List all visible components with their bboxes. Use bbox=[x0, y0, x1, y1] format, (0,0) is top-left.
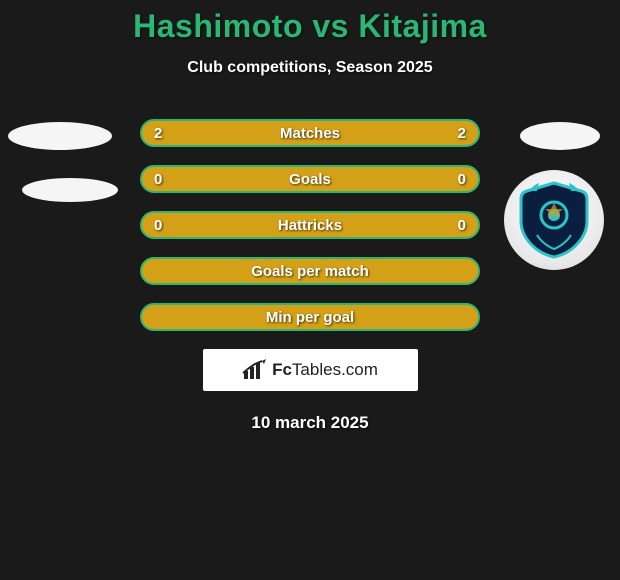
page-subtitle: Club competitions, Season 2025 bbox=[0, 59, 620, 77]
infographic-wrap: Hashimoto vs Kitajima Club competitions,… bbox=[0, 0, 620, 433]
page-title: Hashimoto vs Kitajima bbox=[0, 8, 620, 45]
stat-label: Min per goal bbox=[142, 309, 478, 326]
stat-right-value: 2 bbox=[448, 125, 466, 142]
stat-row: 0 Hattricks 0 bbox=[140, 211, 480, 239]
stat-right-value: 0 bbox=[448, 171, 466, 188]
stat-row: Goals per match bbox=[140, 257, 480, 285]
stat-right-value: 0 bbox=[448, 217, 466, 234]
watermark-brand-rest: Tables.com bbox=[292, 360, 378, 379]
stat-rows: 2 Matches 2 0 Goals 0 0 Hattricks 0 Goal… bbox=[0, 119, 620, 331]
watermark-brand-bold: Fc bbox=[272, 360, 292, 379]
stat-row: 2 Matches 2 bbox=[140, 119, 480, 147]
stat-left-value: 0 bbox=[154, 217, 172, 234]
stat-label: Goals bbox=[142, 171, 478, 188]
stat-label: Matches bbox=[142, 125, 478, 142]
stat-row: 0 Goals 0 bbox=[140, 165, 480, 193]
stat-left-value: 2 bbox=[154, 125, 172, 142]
watermark-text: FcTables.com bbox=[272, 360, 378, 380]
page-date: 10 march 2025 bbox=[0, 413, 620, 433]
stat-left-value: 0 bbox=[154, 171, 172, 188]
bar-chart-icon bbox=[242, 359, 268, 381]
watermark-badge: FcTables.com bbox=[203, 349, 418, 391]
stat-label: Hattricks bbox=[142, 217, 478, 234]
stat-row: Min per goal bbox=[140, 303, 480, 331]
stat-label: Goals per match bbox=[142, 263, 478, 280]
